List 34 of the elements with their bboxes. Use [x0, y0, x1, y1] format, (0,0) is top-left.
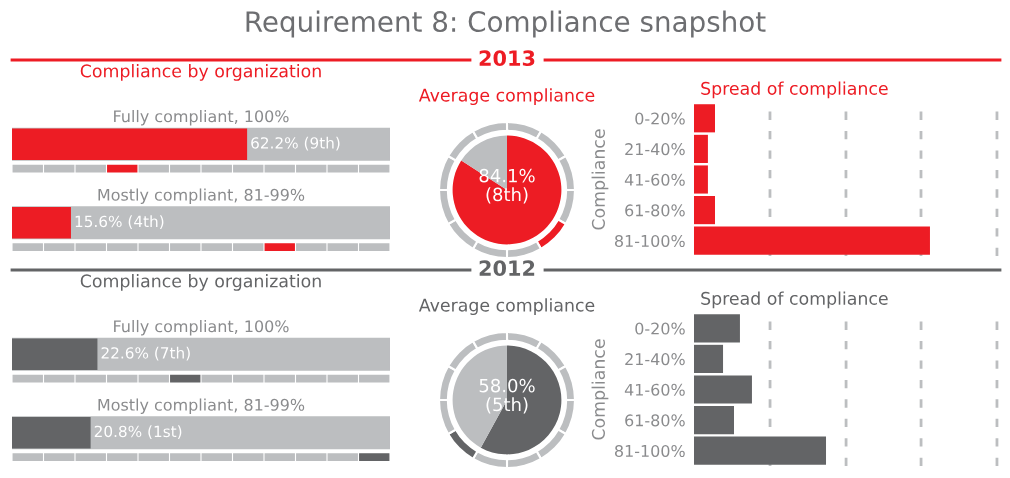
bar	[694, 375, 752, 404]
chart-title: Spread of compliance	[701, 81, 888, 99]
data-label: 62.2% (9th)	[251, 136, 340, 151]
chart-title: Average compliance	[418, 88, 595, 105]
data-label: 20.8% (1st)	[94, 425, 182, 439]
y-tick-label: Fully compliant, 100%	[114, 319, 289, 336]
text: 2012	[479, 260, 535, 277]
y-tick-label: 41-60%	[624, 383, 685, 396]
chart-title: Spread of compliance	[701, 291, 888, 309]
data-label: 15.6% (4th)	[75, 215, 164, 229]
y-tick-label: 81-100%	[615, 234, 685, 247]
y-tick-label: 61-80%	[625, 414, 685, 427]
text: 2013	[479, 50, 535, 67]
y-tick-label: Fully compliant, 100%	[114, 109, 289, 126]
y-tick-label: 0-20%	[635, 322, 685, 335]
bar	[694, 344, 724, 373]
y-tick-label: 21-40%	[625, 353, 685, 366]
y-tick-label: Mostly compliant, 81-99%	[98, 398, 305, 414]
bar	[694, 314, 740, 343]
y-tick-label: 21-40%	[625, 143, 685, 156]
y-axis-title: Compliance	[591, 339, 609, 440]
chart-title: Compliance by organization	[80, 274, 321, 291]
bar	[694, 406, 734, 435]
y-axis-title: Compliance	[591, 129, 609, 230]
text: Requirement 8: Compliance snapshot	[246, 10, 766, 38]
chart-title: Compliance by organization	[80, 64, 321, 81]
chart-title: Average compliance	[418, 298, 595, 315]
data-label: 22.6% (7th)	[101, 346, 190, 361]
y-tick-label: Mostly compliant, 81-99%	[98, 188, 305, 204]
y-tick-label: 0-20%	[635, 112, 685, 125]
y-tick-label: 61-80%	[625, 204, 685, 217]
bar	[694, 436, 827, 465]
y-tick-label: 81-100%	[615, 444, 685, 457]
y-tick-label: 41-60%	[624, 173, 685, 186]
